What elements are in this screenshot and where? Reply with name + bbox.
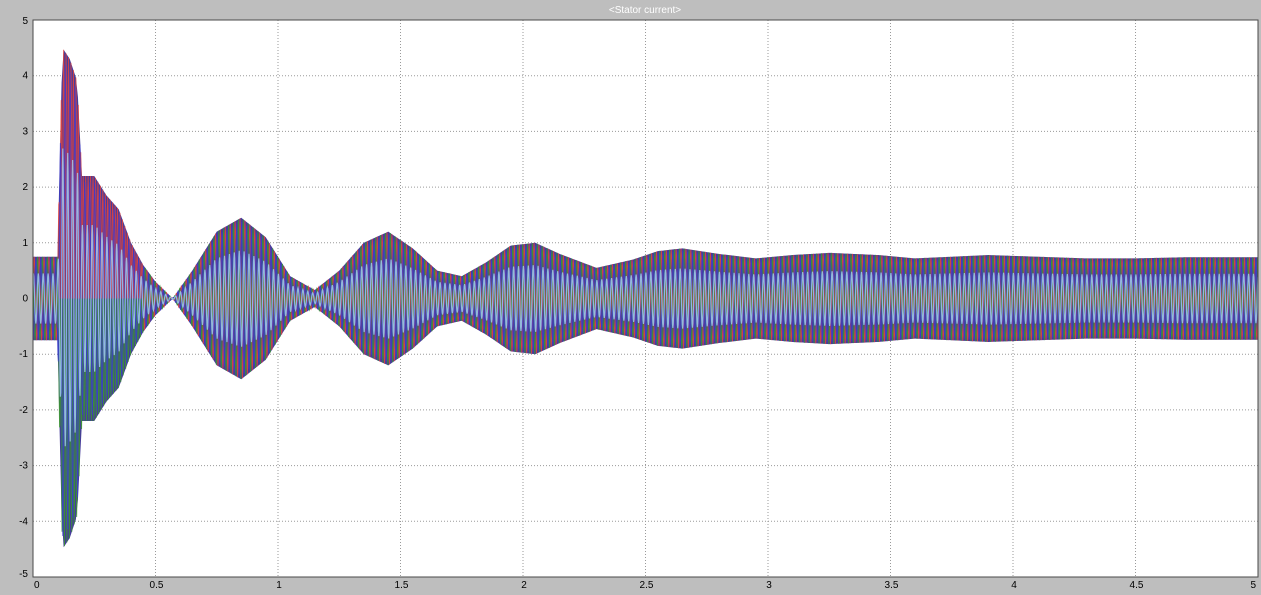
x-tick-label: 0 — [34, 580, 40, 591]
phase-trace-4 — [32, 148, 1259, 447]
y-tick-label: -3 — [19, 461, 28, 472]
x-tick-label: 0.5 — [150, 580, 164, 591]
x-tick-label: 5 — [1250, 580, 1256, 591]
chart-title: <Stator current> — [609, 5, 681, 16]
x-tick-label: 1 — [276, 580, 282, 591]
y-tick-label: 0 — [22, 294, 28, 305]
x-tick-label: 1.5 — [395, 580, 409, 591]
x-tick-label: 3 — [766, 580, 772, 591]
y-tick-label: -4 — [19, 516, 28, 527]
x-tick-label: 4 — [1011, 580, 1017, 591]
phase-trace-2 — [32, 219, 1259, 547]
y-tick-label: 3 — [22, 126, 28, 137]
tick-labels: 0 0.5 1 1.5 2 2.5 3 3.5 4 4.5 5 5 4 3 2 1 0 -1 -2 -3 -4 -5 — [19, 16, 1256, 591]
phase-trace-1 — [32, 49, 1259, 379]
y-tick-label: 4 — [22, 71, 28, 82]
x-tick-label: 2.5 — [640, 580, 654, 591]
y-tick-label: -5 — [19, 569, 28, 580]
x-tick-label: 3.5 — [885, 580, 899, 591]
y-tick-label: 2 — [22, 182, 28, 193]
waveform-traces — [32, 49, 1259, 548]
x-tick-label: 2 — [521, 580, 527, 591]
y-tick-label: 5 — [22, 16, 28, 27]
y-tick-label: -1 — [19, 349, 28, 360]
x-tick-label: 4.5 — [1130, 580, 1144, 591]
y-tick-label: -2 — [19, 405, 28, 416]
plot-frame — [32, 19, 1259, 578]
y-tick-label: 1 — [22, 238, 28, 249]
